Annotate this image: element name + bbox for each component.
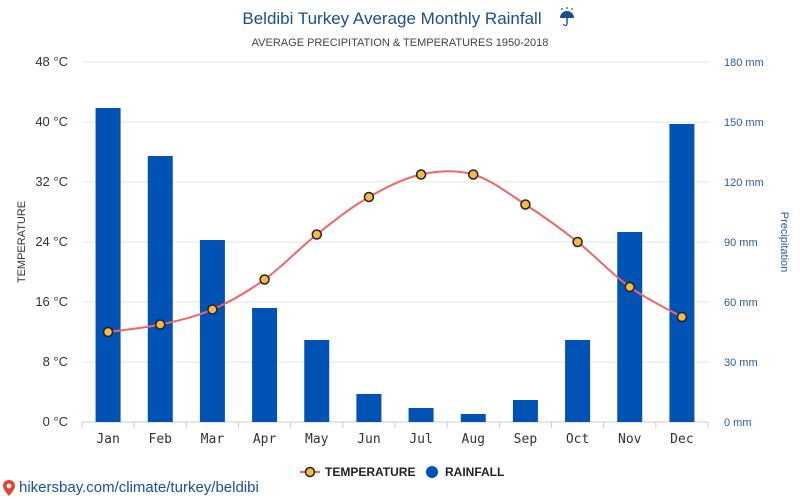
rainfall-bar xyxy=(252,308,278,422)
x-tick-label: Aug xyxy=(462,432,485,447)
rainfall-bar xyxy=(304,340,330,422)
temperature-point xyxy=(363,191,375,203)
right-tick-label: 30 mm xyxy=(724,357,758,369)
right-tick-label: 120 mm xyxy=(724,177,764,189)
x-tick-label: Mar xyxy=(201,432,225,447)
rainfall-bar xyxy=(95,108,121,422)
left-tick-label: 48 °C xyxy=(35,54,68,69)
legend-temperature-marker xyxy=(304,466,316,478)
right-tick-label: 0 mm xyxy=(724,417,752,429)
temperature-point xyxy=(311,229,322,240)
map-pin-icon xyxy=(3,479,15,496)
legend-rainfall-marker xyxy=(426,466,438,478)
left-tick-label: 24 °C xyxy=(35,234,68,249)
source-text: hikersbay.com/climate/turkey/beldibi xyxy=(19,479,259,496)
rainfall-bar xyxy=(565,340,591,422)
x-tick-label: Jun xyxy=(357,432,380,447)
x-tick-label: Oct xyxy=(566,432,589,447)
left-axis-ticks: 0 °C 8 °C 16 °C 24 °C 32 °C 40 °C 48 °C xyxy=(35,54,68,429)
temperature-point xyxy=(102,326,114,338)
chart-subtitle: AVERAGE PRECIPITATION & TEMPERATURES 195… xyxy=(252,37,549,49)
right-tick-label: 180 mm xyxy=(724,57,764,69)
legend-rainfall-label: RAINFALL xyxy=(445,465,504,479)
legend-temperature-label: TEMPERATURE xyxy=(325,465,415,479)
left-tick-label: 40 °C xyxy=(35,114,68,129)
left-tick-label: 32 °C xyxy=(35,174,68,189)
x-tick-label: Dec xyxy=(670,432,693,447)
x-tick-label: May xyxy=(305,432,329,447)
temperature-point xyxy=(572,236,583,248)
x-tick-label: Jan xyxy=(96,432,119,447)
left-axis-label: TEMPERATURE xyxy=(16,201,28,283)
legend-temperature[interactable]: TEMPERATURE xyxy=(300,465,415,479)
rainfall-bar xyxy=(199,240,225,422)
x-tick-label: Sep xyxy=(514,432,538,447)
rainfall-bar xyxy=(408,408,434,422)
x-tick-label: Feb xyxy=(149,432,173,447)
left-tick-label: 8 °C xyxy=(43,354,68,369)
temperature-point xyxy=(415,169,427,180)
left-tick-label: 16 °C xyxy=(35,294,68,309)
rainfall-bar xyxy=(147,156,173,422)
temperature-point xyxy=(468,169,479,180)
source-link[interactable]: hikersbay.com/climate/turkey/beldibi xyxy=(2,479,259,496)
temperature-point xyxy=(624,281,635,293)
legend: TEMPERATURE RAINFALL xyxy=(300,465,504,479)
temperature-point xyxy=(676,311,688,323)
right-axis-ticks: 0 mm 30 mm 60 mm 90 mm 120 mm 150 mm 180 mm xyxy=(724,57,764,429)
rainfall-bar xyxy=(356,394,382,422)
rainfall-bars xyxy=(95,108,695,422)
temperature-point xyxy=(520,199,531,210)
x-tick-label: Apr xyxy=(253,432,277,447)
umbrella-rain-icon xyxy=(560,7,574,27)
right-tick-label: 90 mm xyxy=(724,237,758,249)
temperature-curve xyxy=(107,170,683,333)
chart-title: Beldibi Turkey Average Monthly Rainfall xyxy=(242,9,541,28)
right-axis-label: Precipitation xyxy=(778,212,790,273)
grid-lines xyxy=(82,61,708,423)
legend-rainfall[interactable]: RAINFALL xyxy=(426,465,504,479)
x-tick-label: Nov xyxy=(618,432,642,447)
rainfall-bar xyxy=(617,232,643,422)
rainfall-bar xyxy=(512,400,538,422)
x-axis-ticks: Jan Feb Mar Apr May Jun Jul Aug Sep Oct Nov Dec xyxy=(81,422,709,447)
right-tick-label: 150 mm xyxy=(724,117,764,129)
rainfall-bar xyxy=(460,414,486,422)
rainfall-bar xyxy=(669,124,695,422)
temperature-point xyxy=(259,274,270,285)
left-tick-label: 0 °C xyxy=(43,414,68,429)
temperature-line xyxy=(102,169,688,338)
temperature-point xyxy=(207,304,218,315)
x-tick-label: Jul xyxy=(409,432,432,447)
temperature-point xyxy=(155,319,166,330)
right-tick-label: 60 mm xyxy=(724,297,758,309)
